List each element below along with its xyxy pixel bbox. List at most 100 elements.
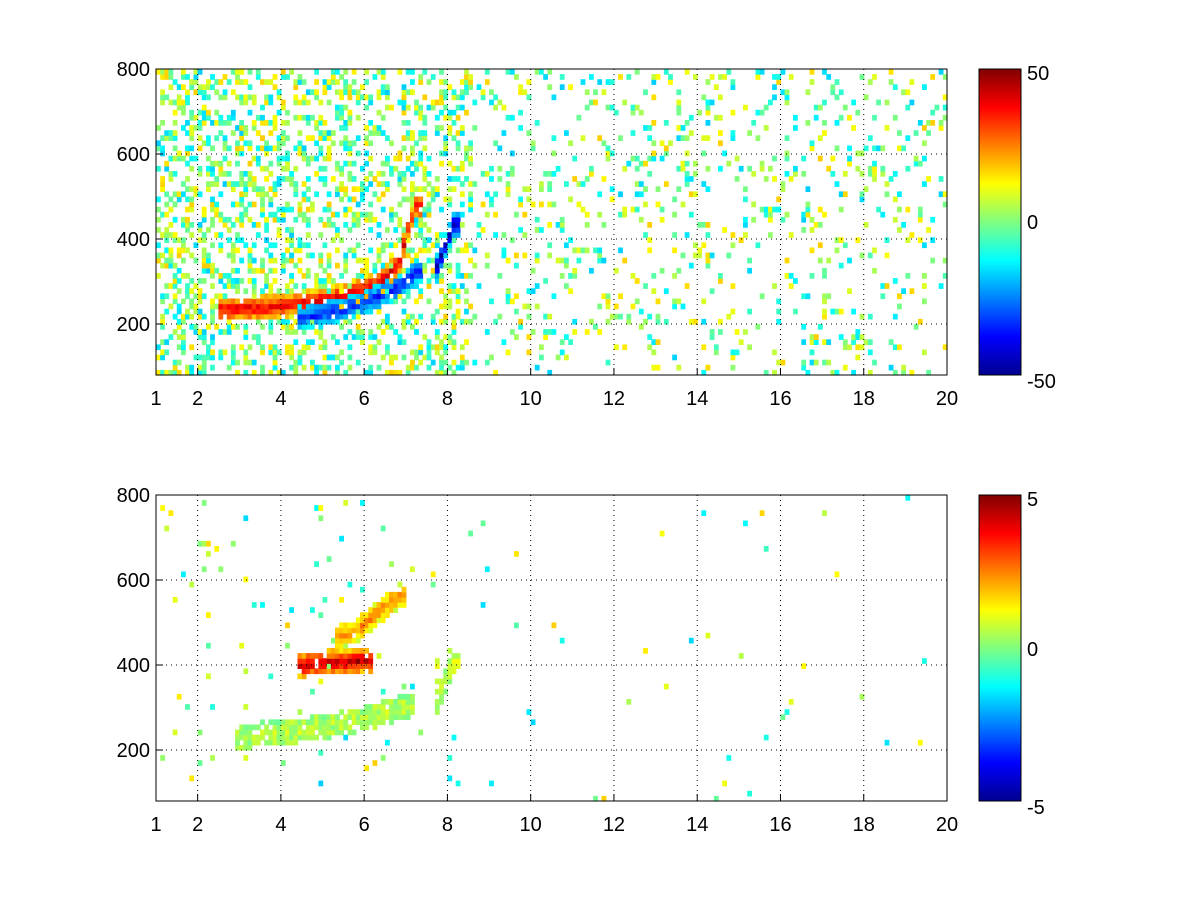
heatmap-cell bbox=[172, 278, 178, 284]
heatmap-cell bbox=[380, 273, 386, 279]
heatmap-cell bbox=[243, 191, 249, 198]
heatmap-cell bbox=[297, 663, 303, 669]
heatmap-cell bbox=[276, 313, 282, 320]
heatmap-cell bbox=[276, 140, 282, 147]
heatmap-cell bbox=[455, 658, 461, 664]
heatmap-cell bbox=[434, 176, 440, 182]
heatmap-cell bbox=[360, 191, 365, 198]
heatmap-cell bbox=[206, 135, 211, 141]
heatmap-cell bbox=[514, 308, 519, 315]
heatmap-cell bbox=[272, 84, 278, 90]
heatmap-cell bbox=[676, 298, 682, 305]
heatmap-cell bbox=[251, 283, 257, 289]
heatmap-cell bbox=[380, 171, 386, 177]
heatmap-cell bbox=[368, 140, 374, 147]
heatmap-cell bbox=[310, 663, 315, 669]
heatmap-cell bbox=[305, 719, 311, 726]
heatmap-cell bbox=[335, 186, 340, 192]
heatmap-cell bbox=[405, 699, 411, 705]
heatmap-cell bbox=[630, 155, 636, 162]
heatmap-cell bbox=[230, 89, 236, 96]
heatmap-cell bbox=[347, 622, 353, 629]
heatmap-cell bbox=[418, 79, 424, 85]
heatmap-cell bbox=[351, 278, 357, 284]
heatmap-cell bbox=[401, 298, 407, 305]
heatmap-cell bbox=[434, 699, 440, 705]
heatmap-cell bbox=[859, 150, 865, 157]
heatmap-cell bbox=[718, 165, 723, 172]
heatmap-cell bbox=[268, 201, 274, 208]
heatmap-cell bbox=[197, 364, 203, 371]
heatmap-cell bbox=[497, 165, 503, 172]
heatmap-cell bbox=[393, 211, 399, 218]
heatmap-cell bbox=[905, 237, 911, 243]
heatmap-cell bbox=[310, 729, 315, 736]
heatmap-cell bbox=[576, 247, 582, 254]
heatmap-cell bbox=[426, 298, 432, 305]
heatmap-cell bbox=[210, 84, 215, 90]
heatmap-cell bbox=[289, 206, 294, 213]
heatmap-cell bbox=[942, 344, 948, 351]
heatmap-cell bbox=[243, 313, 249, 320]
heatmap-cell bbox=[817, 257, 823, 264]
heatmap-cell bbox=[322, 313, 328, 320]
heatmap-cell bbox=[343, 627, 349, 634]
heatmap-cell bbox=[926, 227, 931, 233]
heatmap-cell bbox=[451, 216, 457, 223]
heatmap-cell bbox=[310, 359, 315, 366]
heatmap-cell bbox=[264, 222, 269, 228]
heatmap-cell bbox=[430, 318, 436, 325]
heatmap-cell bbox=[239, 130, 245, 136]
heatmap-cell bbox=[326, 303, 332, 310]
heatmap-cell bbox=[401, 237, 407, 243]
heatmap-cell bbox=[293, 724, 299, 731]
heatmap-cell bbox=[201, 257, 207, 264]
heatmap-cell bbox=[455, 114, 461, 121]
heatmap-cell bbox=[376, 130, 382, 136]
heatmap-cell bbox=[193, 257, 199, 264]
heatmap-cell bbox=[842, 344, 848, 351]
heatmap-cell bbox=[305, 288, 311, 294]
heatmap-cell bbox=[181, 84, 186, 90]
heatmap-cell bbox=[584, 176, 590, 182]
heatmap-cell bbox=[343, 257, 349, 264]
heatmap-cell bbox=[480, 171, 486, 177]
heatmap-cell bbox=[347, 298, 353, 305]
heatmap-cell bbox=[355, 293, 361, 300]
heatmap-cell bbox=[214, 232, 220, 238]
heatmap-cell bbox=[430, 571, 436, 578]
heatmap-cell bbox=[301, 273, 307, 279]
heatmap-cell bbox=[172, 313, 178, 320]
heatmap-cell bbox=[160, 145, 165, 152]
heatmap-cell bbox=[709, 288, 715, 294]
heatmap-cell bbox=[763, 211, 769, 218]
heatmap-cell bbox=[451, 313, 457, 320]
heatmap-cell bbox=[230, 186, 236, 192]
bottom-colorbar-tick-mid: 0 bbox=[1027, 639, 1038, 661]
heatmap-cell bbox=[164, 262, 170, 269]
heatmap-cell bbox=[305, 339, 311, 345]
heatmap-cell bbox=[326, 222, 332, 228]
heatmap-cell bbox=[364, 704, 369, 710]
heatmap-cell bbox=[176, 308, 182, 315]
heatmap-cell bbox=[822, 211, 827, 218]
heatmap-cell bbox=[385, 597, 390, 603]
heatmap-cell bbox=[226, 364, 232, 371]
heatmap-cell bbox=[339, 709, 344, 715]
heatmap-cell bbox=[176, 94, 182, 101]
heatmap-cell bbox=[564, 181, 569, 187]
heatmap-cell bbox=[360, 257, 365, 264]
heatmap-cell bbox=[385, 181, 390, 187]
heatmap-cell bbox=[185, 120, 190, 126]
heatmap-cell bbox=[255, 308, 261, 315]
heatmap-cell bbox=[618, 293, 623, 300]
heatmap-cell bbox=[405, 232, 411, 238]
heatmap-cell bbox=[322, 734, 328, 741]
heatmap-cell bbox=[222, 329, 228, 335]
heatmap-cell bbox=[268, 94, 274, 101]
heatmap-cell bbox=[443, 262, 449, 269]
heatmap-cell bbox=[251, 257, 257, 264]
heatmap-cell bbox=[172, 201, 178, 208]
heatmap-cell bbox=[235, 734, 240, 741]
heatmap-cell bbox=[634, 165, 640, 172]
